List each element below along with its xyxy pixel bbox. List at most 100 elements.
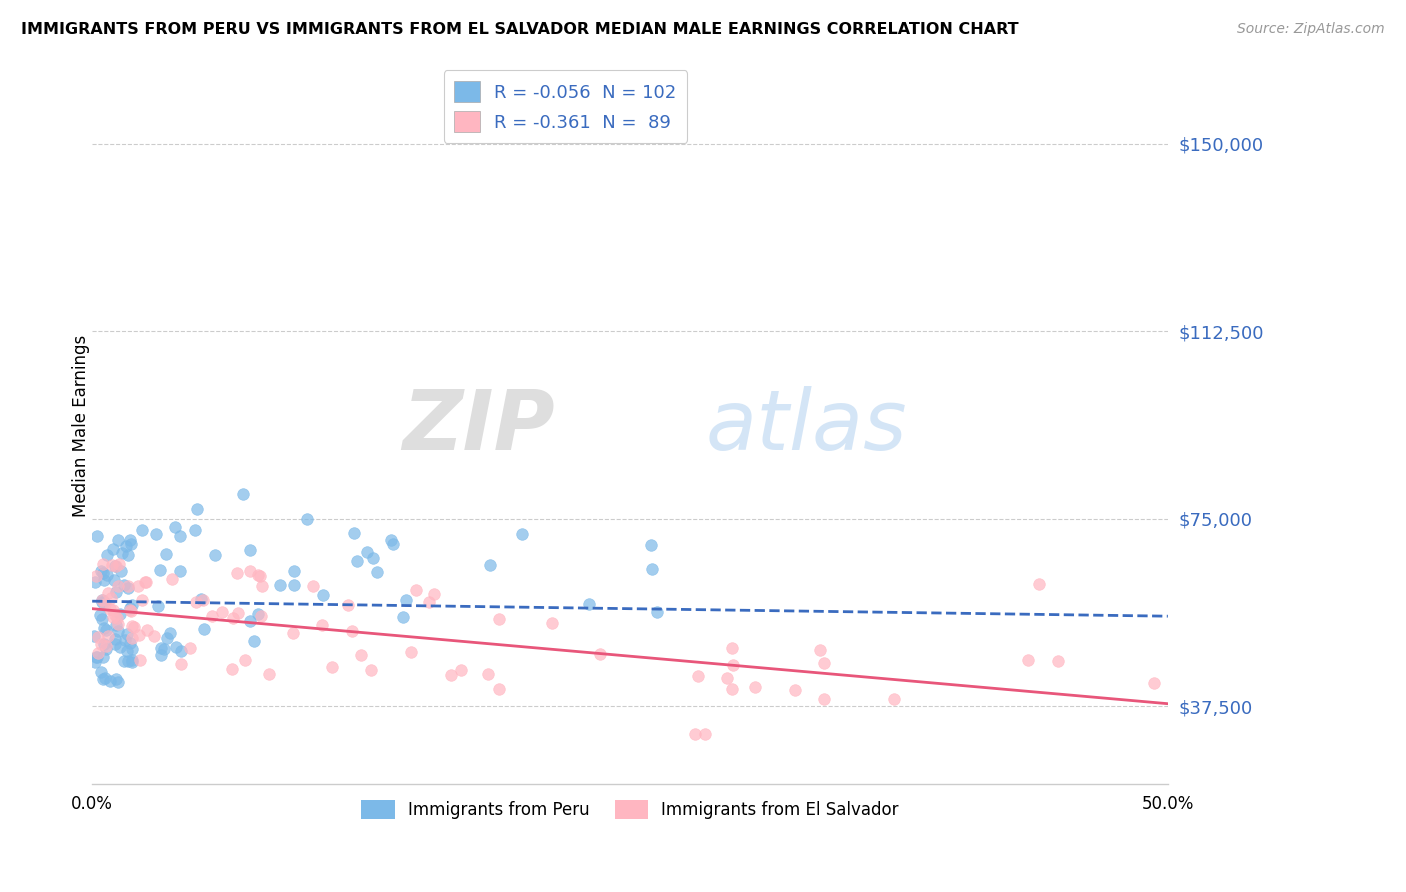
Point — [221, 662, 243, 676]
Point — [117, 579, 139, 593]
Point — [1143, 676, 1166, 690]
Point — [127, 578, 149, 592]
Point — [90, 612, 112, 626]
Point — [190, 591, 212, 606]
Point — [121, 632, 143, 646]
Point — [488, 681, 510, 696]
Point — [250, 579, 273, 593]
Point — [160, 572, 183, 586]
Point — [104, 632, 127, 647]
Point — [105, 618, 128, 632]
Text: IMMIGRANTS FROM PERU VS IMMIGRANTS FROM EL SALVADOR MEDIAN MALE EARNINGS CORRELA: IMMIGRANTS FROM PERU VS IMMIGRANTS FROM … — [21, 22, 1019, 37]
Point — [135, 575, 157, 590]
Text: Source: ZipAtlas.com: Source: ZipAtlas.com — [1237, 22, 1385, 37]
Point — [98, 602, 121, 616]
Point — [90, 595, 112, 609]
Point — [813, 657, 835, 671]
Point — [107, 533, 129, 547]
Point — [97, 585, 120, 599]
Point — [721, 657, 744, 672]
Point — [716, 672, 738, 686]
Point — [392, 610, 415, 624]
Point — [104, 608, 127, 623]
Point — [112, 578, 135, 592]
Point — [640, 538, 662, 552]
Point — [104, 558, 127, 573]
Point — [165, 640, 187, 655]
Point — [84, 574, 107, 589]
Point — [84, 568, 107, 582]
Point — [155, 547, 177, 561]
Point — [93, 595, 115, 609]
Point — [100, 591, 122, 606]
Point — [84, 649, 107, 664]
Point — [96, 639, 118, 653]
Point — [136, 623, 159, 637]
Point — [283, 564, 305, 578]
Point — [121, 655, 143, 669]
Point — [104, 584, 127, 599]
Point — [808, 642, 831, 657]
Point — [184, 523, 207, 537]
Point — [112, 654, 135, 668]
Point — [145, 526, 167, 541]
Point — [124, 620, 146, 634]
Point — [114, 539, 136, 553]
Point — [247, 607, 270, 621]
Point — [146, 599, 169, 613]
Point — [117, 548, 139, 562]
Point — [232, 486, 254, 500]
Point — [98, 674, 121, 689]
Point — [91, 672, 114, 686]
Point — [170, 644, 193, 658]
Point — [249, 569, 271, 583]
Point — [418, 595, 440, 609]
Point — [128, 652, 150, 666]
Point — [117, 581, 139, 595]
Point — [1028, 576, 1050, 591]
Point — [93, 574, 115, 588]
Point — [107, 557, 129, 571]
Point — [246, 568, 269, 582]
Point — [186, 502, 208, 516]
Point — [105, 558, 128, 573]
Point — [83, 629, 105, 643]
Point — [1047, 654, 1070, 668]
Point — [283, 578, 305, 592]
Point — [350, 648, 373, 662]
Point — [226, 566, 249, 580]
Point — [302, 579, 325, 593]
Point — [720, 640, 742, 655]
Text: atlas: atlas — [706, 385, 907, 467]
Point — [93, 557, 115, 571]
Point — [193, 622, 215, 636]
Y-axis label: Median Male Earnings: Median Male Earnings — [72, 335, 90, 517]
Point — [128, 628, 150, 642]
Point — [401, 645, 423, 659]
Point — [250, 608, 273, 623]
Point — [361, 550, 384, 565]
Point — [201, 609, 224, 624]
Point — [184, 595, 207, 609]
Point — [94, 642, 117, 657]
Point — [191, 592, 214, 607]
Legend: Immigrants from Peru, Immigrants from El Salvador: Immigrants from Peru, Immigrants from El… — [354, 793, 905, 825]
Point — [156, 631, 179, 645]
Point — [169, 529, 191, 543]
Point — [118, 636, 141, 650]
Point — [239, 543, 262, 558]
Point — [90, 637, 112, 651]
Point — [170, 657, 193, 671]
Point — [477, 667, 499, 681]
Point — [695, 727, 717, 741]
Point — [783, 683, 806, 698]
Point — [115, 627, 138, 641]
Point — [242, 634, 264, 648]
Point — [107, 617, 129, 632]
Point — [488, 611, 510, 625]
Point — [96, 549, 118, 563]
Point — [311, 588, 333, 602]
Point — [440, 668, 463, 682]
Point — [117, 654, 139, 668]
Point — [645, 605, 668, 619]
